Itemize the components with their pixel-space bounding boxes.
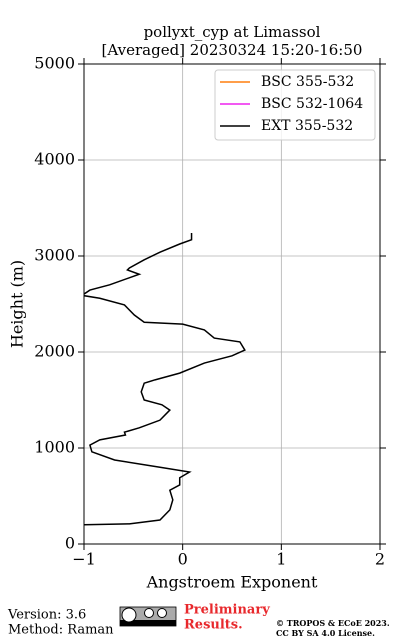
y-tick-label: 4000 [34, 150, 75, 169]
y-tick-label: 3000 [34, 246, 75, 265]
legend-label: EXT 355-532 [261, 118, 353, 134]
legend-box [214, 69, 376, 141]
y-tick-label: 2000 [34, 342, 75, 361]
y-tick-label: 1000 [34, 438, 75, 457]
x-tick-label: 0 [178, 550, 188, 569]
x-tick-label: 1 [276, 550, 286, 569]
license-logo [119, 606, 177, 627]
y-tick-label: 5000 [34, 54, 75, 73]
x-tick-label: −1 [72, 550, 96, 569]
chart-title: [Averaged] 20230324 15:20-16:50 [102, 41, 363, 59]
profile-line [84, 232, 246, 526]
status: Results. [184, 618, 243, 633]
status: Preliminary [184, 603, 270, 618]
version: Version: 3.6 [7, 608, 86, 623]
copyright: CC BY SA 4.0 License. [276, 628, 375, 638]
legend-label: BSC 532-1064 [261, 96, 363, 112]
plot-frame [83, 63, 381, 545]
x-axis-label: Angstroem Exponent [146, 573, 318, 592]
x-tick-label: 2 [375, 550, 385, 569]
y-axis-label: Height (m) [8, 260, 27, 348]
copyright: © TROPOS & ECoE 2023. [276, 618, 390, 628]
chart-title: pollyxt_cyp at Limassol [144, 23, 321, 41]
legend-label: BSC 355-532 [261, 74, 354, 90]
y-tick-label: 0 [65, 534, 75, 553]
method: Method: Raman [8, 623, 114, 638]
plot-area [84, 232, 246, 526]
